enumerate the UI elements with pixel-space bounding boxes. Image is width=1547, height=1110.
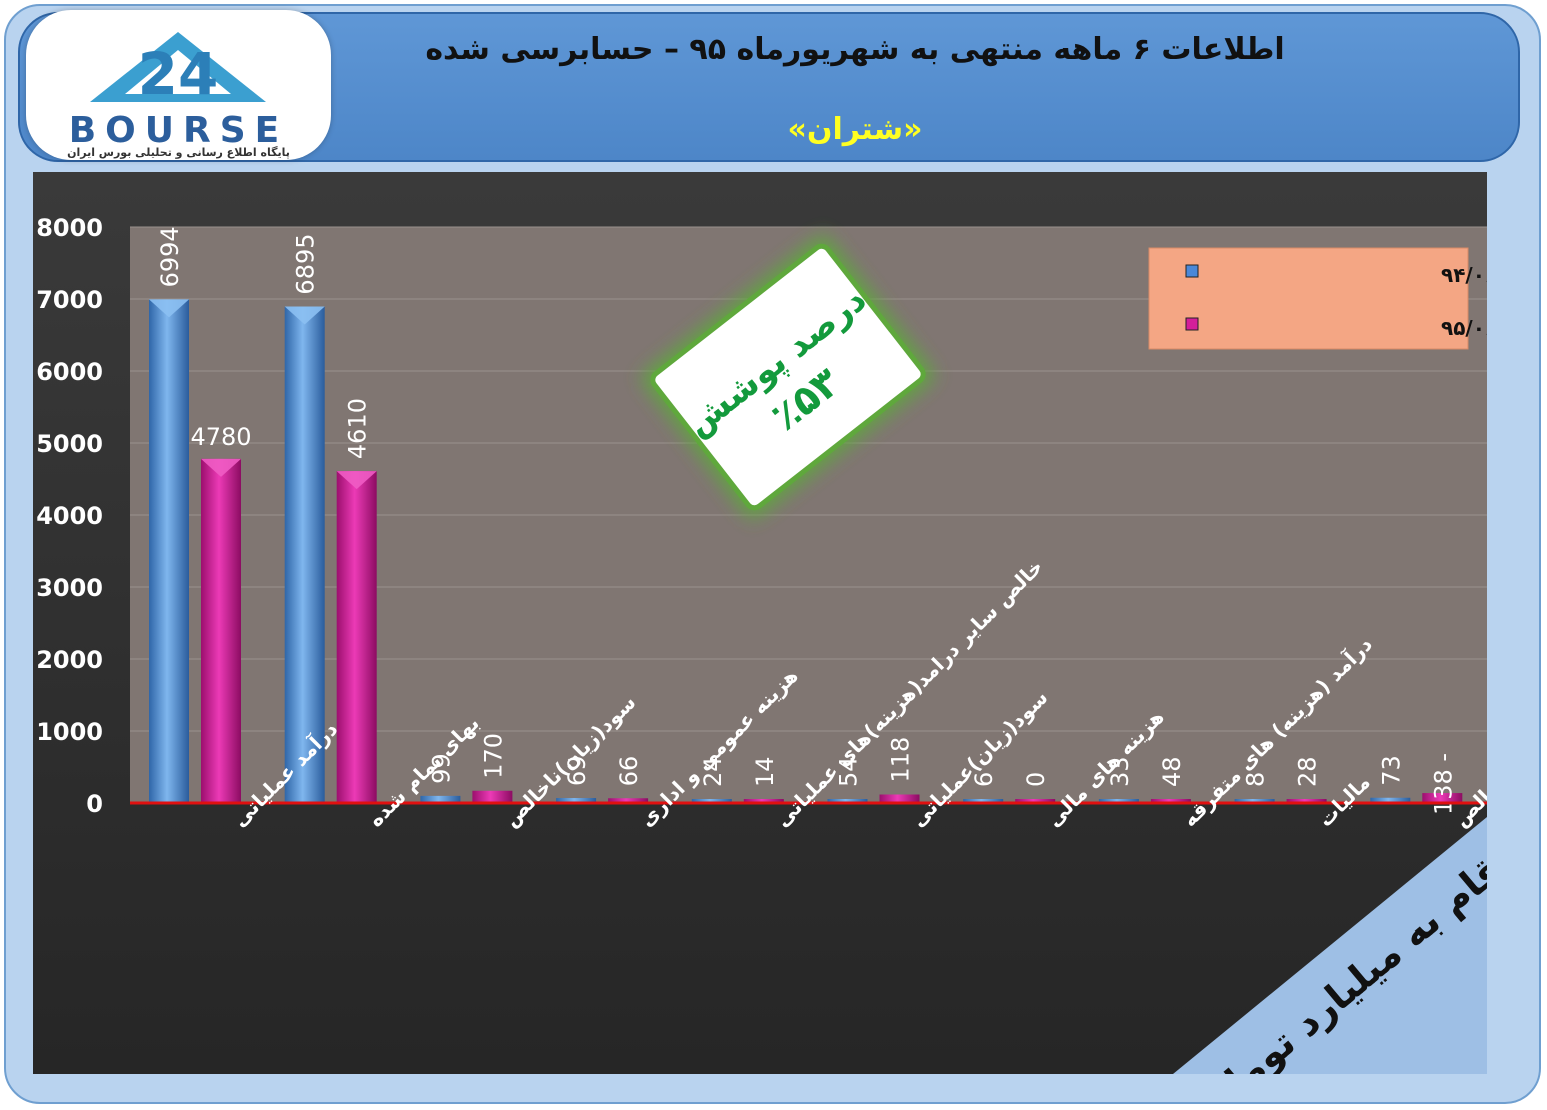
bar-chart: 0 1000 2000 3000 4000 5000 6000 7000 8000 6994 47… xyxy=(36,214,1547,1110)
legend-box xyxy=(1148,247,1469,350)
value-label: 66 xyxy=(615,756,643,787)
bar-series2 xyxy=(336,471,377,803)
bars xyxy=(149,299,1463,803)
value-label: 69 xyxy=(563,755,591,786)
logo-mark: 24 xyxy=(138,40,219,108)
logo-word: BOURSE xyxy=(68,110,289,151)
y-tick-label: 8000 xyxy=(36,214,103,242)
value-label: 28 xyxy=(1294,756,1322,787)
units-band: ارقام به میلیارد تومان xyxy=(1173,817,1538,1110)
y-tick-label: 4000 xyxy=(36,502,103,530)
bar-series1 xyxy=(1370,797,1411,803)
legend-label-1: ۶ ماهه منتهی به ۹۴/۰۶/۳۱ xyxy=(1441,263,1487,287)
bar-series1 xyxy=(963,799,1004,803)
y-tick-label: 1000 xyxy=(36,718,103,746)
y-tick-label: 7000 xyxy=(36,286,103,314)
bar-series1 xyxy=(827,799,868,803)
page-title: اطلاعات ۶ ماهه منتهی به شهریورماه ۹۵ – ح… xyxy=(425,32,1285,67)
bar-series1 xyxy=(1234,799,1275,803)
bar-series2 xyxy=(879,794,920,803)
bar-series2 xyxy=(1150,799,1191,803)
bar-cap xyxy=(284,306,325,325)
legend: ۶ ماهه منتهی به ۹۴/۰۶/۳۱ ۶ ماهه منتهی به… xyxy=(1148,247,1547,350)
legend-swatch-1 xyxy=(1185,264,1199,278)
company-name: «شتران» xyxy=(787,112,923,147)
value-label: 48 xyxy=(1158,756,1186,787)
bar-cap xyxy=(336,471,377,490)
bar-series1 xyxy=(1098,799,1139,803)
value-labels: 6994 4780 6895 4610 99 170 69 66 24 14 54 118 6 0 33 48… xyxy=(156,226,1457,815)
y-tick-label: 2000 xyxy=(36,646,103,674)
logo-tagline: پایگاه اطلاع رسانی و تحلیلی بورس ایران xyxy=(67,146,290,159)
bar-series1 xyxy=(149,299,189,803)
chart-area: 0 1000 2000 3000 4000 5000 6000 7000 8000 6994 47… xyxy=(33,172,1547,1110)
value-label: 99 xyxy=(427,753,455,784)
value-label: 0 xyxy=(1022,772,1050,787)
value-label: 14 xyxy=(751,756,779,787)
badge-box xyxy=(650,243,926,511)
bar-series2 xyxy=(472,790,513,803)
value-label: 24 xyxy=(699,756,727,787)
legend-label-2: ۶ ماهه منتهی به ۹۵/۰۶/۳۱ xyxy=(1441,316,1487,340)
bar-series2 xyxy=(1286,799,1327,803)
bar-series2 xyxy=(1015,799,1056,803)
value-label: 33 xyxy=(1106,756,1134,787)
units-band-shape xyxy=(1173,817,1487,1074)
bar-series1 xyxy=(420,795,461,803)
bourse-logo: 24 BOURSE پایگاه اطلاع رسانی و تحلیلی بو… xyxy=(26,10,331,160)
bar-series1 xyxy=(556,798,597,803)
bar-cap xyxy=(149,299,189,318)
bar-series2 xyxy=(608,798,649,803)
y-tick-label: 5000 xyxy=(36,430,103,458)
legend-swatch-2 xyxy=(1185,317,1199,331)
y-axis-ticks: 0 1000 2000 3000 4000 5000 6000 7000 8000 xyxy=(36,214,103,818)
bar-series1 xyxy=(284,306,325,803)
value-label: 6994 xyxy=(156,226,184,287)
value-label: 170 xyxy=(479,733,507,779)
value-label: 118 xyxy=(887,737,915,783)
value-label: 4780 xyxy=(190,423,251,451)
logo-mark-icon: 24 xyxy=(90,32,266,108)
y-tick-label: 3000 xyxy=(36,574,103,602)
bar-series2 xyxy=(743,799,784,803)
value-label: 73 xyxy=(1377,755,1405,786)
y-tick-label: 6000 xyxy=(36,358,103,386)
bar-series2 xyxy=(201,458,241,803)
value-label: 4610 xyxy=(344,398,372,459)
value-label: 8 xyxy=(1242,772,1270,787)
value-label: 6 xyxy=(970,772,998,787)
value-label: 54 xyxy=(835,756,863,787)
value-label: 138 - xyxy=(1429,753,1457,815)
value-label: 6895 xyxy=(292,233,320,294)
bar-cap xyxy=(201,458,241,477)
bar-series1 xyxy=(691,799,732,803)
bar-series2 xyxy=(1422,793,1463,803)
y-tick-label: 0 xyxy=(86,790,103,818)
coverage-badge: درصد پوشش ٪۵۳ xyxy=(642,235,934,519)
